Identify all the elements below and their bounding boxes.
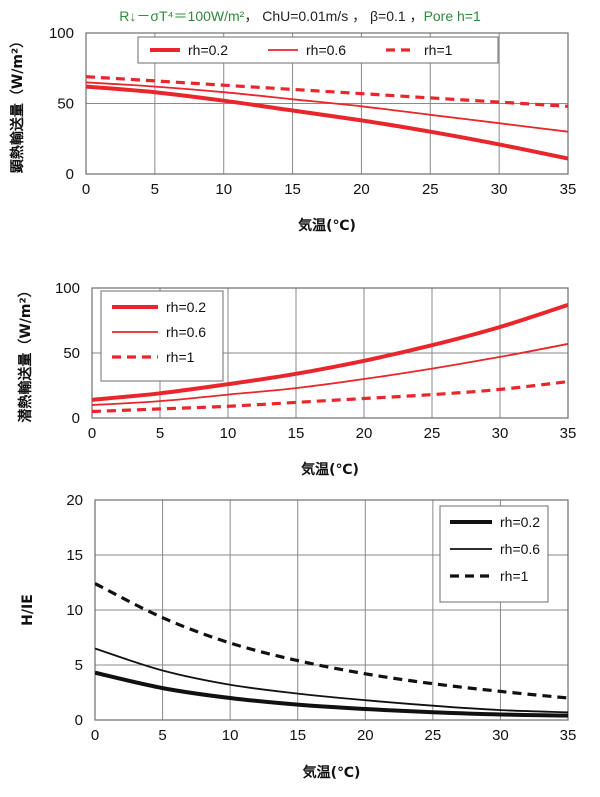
y-tick-label: 15	[66, 547, 83, 564]
x-axis-label: 気温(℃)	[303, 764, 361, 781]
x-tick-label: 5	[151, 181, 159, 198]
x-tick-label: 20	[357, 727, 374, 744]
plot-frame	[85, 32, 569, 175]
legend-label: rh=1	[424, 42, 453, 58]
series-line-rh-0-6	[92, 343, 568, 406]
x-tick-label: 25	[422, 181, 439, 198]
legend-label: rh=0.6	[500, 541, 540, 557]
x-tick-label: 35	[560, 727, 577, 744]
legend-box	[137, 36, 499, 64]
legend: rh=0.2 rh=0.6 rh=1	[137, 36, 499, 64]
x-tick-label: 0	[82, 181, 90, 198]
x-tick-label: 35	[560, 181, 577, 198]
y-tick-label: 0	[66, 166, 74, 183]
legend-label: rh=1	[166, 349, 195, 365]
y-axis-label: 潜熱輸送量（W/m²）	[17, 283, 34, 422]
x-tick-label: 30	[492, 425, 509, 442]
y-axis-label: 顕熱輸送量（W/m²）	[9, 34, 26, 173]
legend-label: rh=0.2	[500, 514, 540, 530]
conditions-header: R↓－σT⁴＝100W/m²， ChU=0.01m/s ， β=0.1 ，Por…	[0, 6, 600, 26]
x-tick-label: 25	[425, 727, 442, 744]
legend-label: rh=0.2	[166, 299, 206, 315]
x-tick-label: 5	[158, 727, 166, 744]
x-tick-label: 5	[156, 425, 164, 442]
y-tick-label: 0	[72, 410, 80, 427]
plot-frame	[94, 499, 569, 721]
x-axis-label: 気温(℃)	[301, 461, 359, 478]
plot-frame	[91, 287, 569, 419]
chart-3: 0 5 10 15 20 25 30 35 0 5 10 15 20 rh=0.2 rh=0.6 rh=1 気温…	[20, 492, 576, 781]
y-tick-label: 50	[57, 96, 74, 113]
x-tick-label: 0	[91, 727, 99, 744]
y-tick-label: 100	[49, 25, 74, 42]
chart-1: 0 5 10 15 20 25 30 35 0 50 100 rh=0.2 rh=0.6 rh=1 気温(℃…	[9, 25, 576, 234]
y-tick-label: 20	[66, 492, 83, 509]
legend-label: rh=0.2	[188, 42, 228, 58]
header-params: ， ChU=0.01m/s ， β=0.1 ，	[244, 8, 424, 24]
y-tick-label: 5	[75, 657, 83, 674]
x-tick-label: 10	[222, 727, 239, 744]
x-tick-label: 20	[353, 181, 370, 198]
series-line-rh-0-2	[86, 84, 568, 161]
x-tick-label: 15	[284, 181, 301, 198]
x-tick-label: 10	[220, 425, 237, 442]
x-tick-label: 15	[289, 727, 306, 744]
x-tick-label: 20	[356, 425, 373, 442]
header-radiation: R↓－σT⁴＝100W/m²	[119, 8, 245, 24]
x-axis-label: 気温(℃)	[298, 217, 356, 234]
series-line-rh-1	[92, 380, 568, 414]
series-line-rh-1	[95, 582, 568, 700]
y-tick-label: 100	[55, 280, 80, 297]
x-tick-label: 15	[288, 425, 305, 442]
series-line-rh-0-6	[95, 647, 568, 714]
series-line-rh-0-2	[95, 670, 568, 718]
legend-label: rh=0.6	[306, 42, 346, 58]
x-tick-label: 10	[215, 181, 232, 198]
legend-label: rh=1	[500, 568, 529, 584]
series-line-rh-1	[86, 75, 568, 108]
legend: rh=0.2 rh=0.6 rh=1	[100, 290, 224, 382]
x-tick-label: 35	[560, 425, 577, 442]
x-tick-label: 30	[491, 181, 508, 198]
y-tick-label: 10	[66, 602, 83, 619]
y-tick-label: 0	[75, 712, 83, 729]
chart-2: 0 5 10 15 20 25 30 35 0 50 100 rh=0.2 rh=0.6 rh=1 気温(℃…	[17, 280, 576, 478]
series-line-rh-0-6	[86, 81, 568, 133]
x-tick-label: 0	[88, 425, 96, 442]
legend-label: rh=0.6	[166, 324, 206, 340]
y-tick-label: 50	[63, 345, 80, 362]
x-tick-label: 30	[492, 727, 509, 744]
series-line-rh-0-2	[92, 302, 568, 402]
header-pore: Pore h=1	[423, 8, 481, 24]
y-axis-label: H/IE	[20, 594, 36, 626]
legend: rh=0.2 rh=0.6 rh=1	[439, 505, 549, 603]
x-tick-label: 25	[424, 425, 441, 442]
